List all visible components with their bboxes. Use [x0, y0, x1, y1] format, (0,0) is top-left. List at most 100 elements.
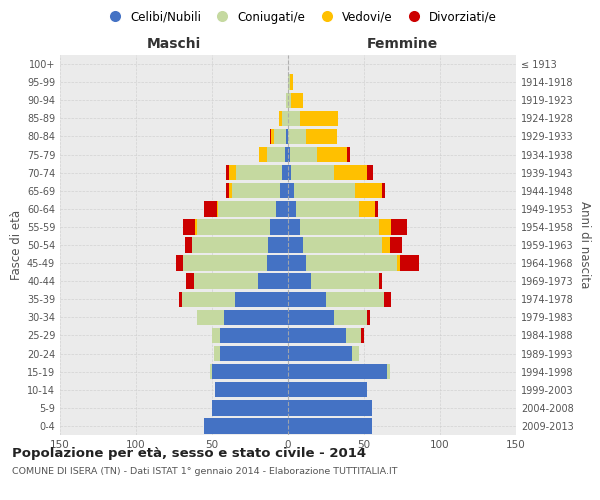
- Bar: [267, 256, 288, 271]
- Legend: Celibi/Nubili, Coniugati/e, Vedovi/e, Divorziati/e: Celibi/Nubili, Coniugati/e, Vedovi/e, Di…: [98, 6, 502, 28]
- Bar: [276, 201, 288, 216]
- Bar: [326, 292, 384, 307]
- Bar: [226, 183, 229, 198]
- Text: Popolazione per età, sesso e stato civile - 2014: Popolazione per età, sesso e stato civil…: [12, 448, 366, 460]
- Bar: [185, 238, 192, 252]
- Bar: [334, 310, 367, 325]
- Bar: [288, 346, 352, 362]
- Bar: [229, 183, 232, 198]
- Bar: [182, 292, 235, 307]
- Bar: [194, 274, 257, 289]
- Bar: [270, 219, 288, 234]
- Bar: [382, 238, 390, 252]
- Bar: [367, 310, 370, 325]
- Bar: [229, 165, 236, 180]
- Bar: [288, 74, 290, 90]
- Bar: [288, 310, 334, 325]
- Bar: [183, 219, 195, 234]
- Bar: [397, 256, 400, 271]
- Bar: [294, 183, 355, 198]
- Bar: [214, 346, 220, 362]
- Bar: [288, 382, 367, 398]
- Bar: [205, 201, 217, 216]
- Bar: [224, 310, 288, 325]
- Bar: [300, 110, 338, 126]
- Bar: [288, 183, 294, 198]
- Bar: [355, 183, 382, 198]
- Bar: [400, 256, 419, 271]
- Bar: [288, 147, 290, 162]
- Bar: [271, 128, 274, 144]
- Bar: [379, 219, 391, 234]
- Bar: [288, 256, 306, 271]
- Bar: [288, 165, 291, 180]
- Bar: [387, 364, 390, 380]
- Bar: [280, 183, 288, 198]
- Bar: [282, 165, 288, 180]
- Bar: [176, 256, 183, 271]
- Bar: [317, 147, 347, 162]
- Bar: [288, 110, 300, 126]
- Bar: [291, 165, 334, 180]
- Bar: [279, 110, 282, 126]
- Bar: [288, 274, 311, 289]
- Bar: [288, 328, 346, 343]
- Bar: [286, 128, 288, 144]
- Bar: [391, 219, 407, 234]
- Bar: [300, 219, 379, 234]
- Bar: [268, 238, 288, 252]
- Bar: [290, 74, 293, 90]
- Bar: [179, 292, 182, 307]
- Bar: [288, 292, 326, 307]
- Y-axis label: Fasce di età: Fasce di età: [10, 210, 23, 280]
- Bar: [382, 183, 385, 198]
- Bar: [359, 201, 374, 216]
- Bar: [334, 165, 367, 180]
- Bar: [211, 364, 212, 380]
- Bar: [306, 128, 337, 144]
- Bar: [195, 219, 197, 234]
- Bar: [306, 256, 397, 271]
- Bar: [205, 418, 288, 434]
- Bar: [288, 418, 371, 434]
- Text: Femmine: Femmine: [367, 38, 437, 52]
- Bar: [290, 147, 317, 162]
- Bar: [236, 165, 282, 180]
- Bar: [379, 274, 382, 289]
- Bar: [288, 201, 296, 216]
- Bar: [235, 292, 288, 307]
- Bar: [226, 165, 229, 180]
- Bar: [259, 147, 267, 162]
- Bar: [352, 346, 359, 362]
- Bar: [192, 238, 268, 252]
- Bar: [282, 110, 288, 126]
- Bar: [303, 238, 382, 252]
- Bar: [288, 238, 303, 252]
- Bar: [346, 328, 361, 343]
- Bar: [212, 364, 288, 380]
- Bar: [285, 147, 288, 162]
- Bar: [197, 310, 224, 325]
- Bar: [197, 219, 270, 234]
- Bar: [212, 400, 288, 415]
- Bar: [384, 292, 391, 307]
- Bar: [374, 201, 377, 216]
- Bar: [311, 274, 379, 289]
- Bar: [390, 238, 402, 252]
- Bar: [367, 165, 373, 180]
- Bar: [288, 400, 371, 415]
- Bar: [288, 92, 291, 108]
- Bar: [215, 382, 288, 398]
- Bar: [286, 92, 288, 108]
- Text: COMUNE DI ISERA (TN) - Dati ISTAT 1° gennaio 2014 - Elaborazione TUTTITALIA.IT: COMUNE DI ISERA (TN) - Dati ISTAT 1° gen…: [12, 468, 398, 476]
- Bar: [288, 219, 300, 234]
- Bar: [257, 274, 288, 289]
- Bar: [220, 328, 288, 343]
- Bar: [274, 128, 286, 144]
- Bar: [212, 328, 220, 343]
- Bar: [186, 274, 194, 289]
- Bar: [267, 147, 285, 162]
- Bar: [361, 328, 364, 343]
- Bar: [232, 183, 280, 198]
- Bar: [296, 201, 359, 216]
